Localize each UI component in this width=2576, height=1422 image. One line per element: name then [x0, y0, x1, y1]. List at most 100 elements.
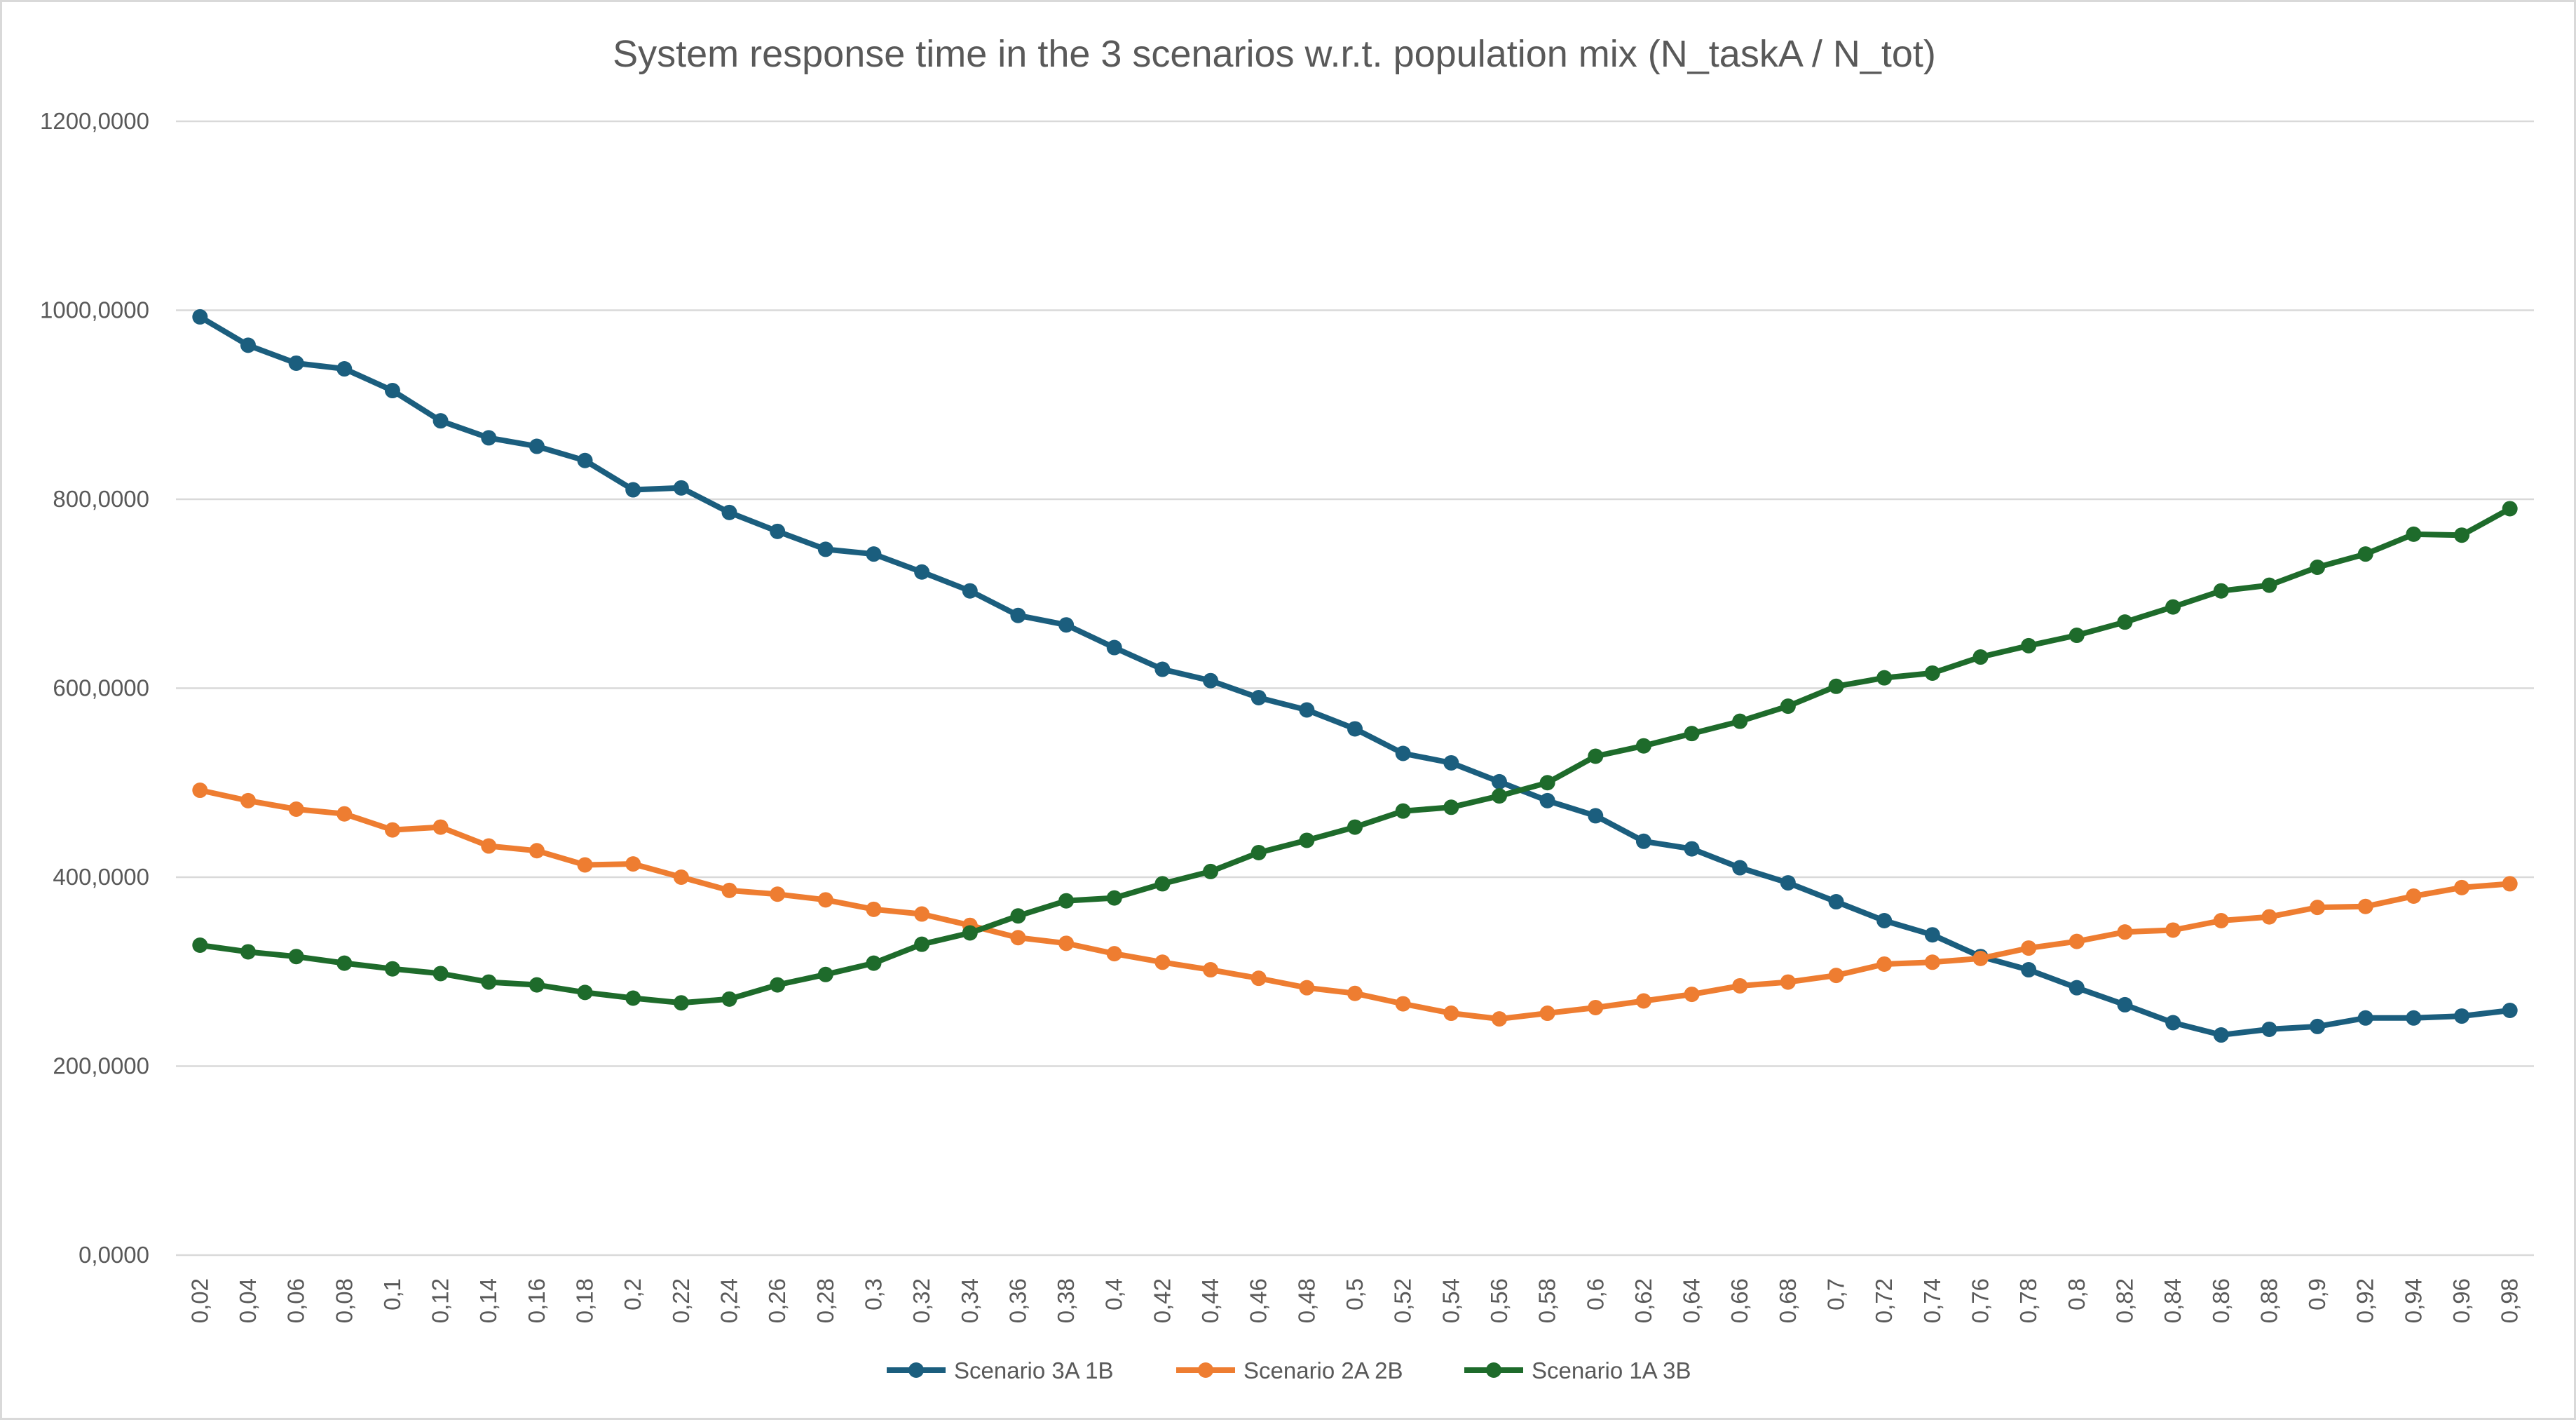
- x-tick-label: 0,92: [2352, 1278, 2378, 1323]
- data-point: [529, 843, 545, 859]
- data-point: [1058, 893, 1075, 909]
- x-tick-label: 0,4: [1101, 1278, 1127, 1311]
- series-3: [192, 501, 2518, 1011]
- data-point: [1058, 617, 1075, 633]
- data-point: [1588, 808, 1604, 824]
- data-point: [1539, 775, 1555, 791]
- data-point: [1491, 788, 1507, 804]
- data-point: [1250, 970, 1267, 987]
- data-point: [1010, 908, 1026, 924]
- data-point: [288, 949, 304, 965]
- x-tick-label: 0,66: [1726, 1278, 1752, 1323]
- data-point: [1588, 999, 1604, 1015]
- data-point: [529, 438, 545, 454]
- x-tick-label: 0,64: [1679, 1278, 1705, 1323]
- data-point: [962, 925, 978, 941]
- data-point: [432, 819, 449, 835]
- data-point: [962, 583, 978, 599]
- data-point: [1106, 639, 1122, 656]
- legend-swatch-marker: [908, 1362, 924, 1378]
- data-point: [529, 977, 545, 993]
- data-point: [1010, 607, 1026, 623]
- x-tick-label: 0,24: [716, 1278, 742, 1323]
- data-point: [2117, 924, 2133, 940]
- data-point: [2021, 962, 2037, 978]
- data-point: [1876, 956, 1893, 972]
- data-point: [2357, 546, 2373, 562]
- data-point: [2454, 527, 2470, 543]
- data-point: [1347, 985, 1363, 1001]
- x-tick-label: 0,7: [1823, 1278, 1849, 1311]
- data-point: [1924, 927, 1940, 943]
- data-point: [432, 966, 449, 982]
- data-point: [1106, 946, 1122, 962]
- data-point: [673, 480, 689, 496]
- data-point: [336, 361, 353, 377]
- data-point: [1250, 844, 1267, 860]
- data-point: [1539, 792, 1555, 808]
- data-point: [866, 955, 882, 971]
- data-point: [914, 564, 930, 580]
- data-point: [1154, 661, 1171, 677]
- x-tick-label: 0,46: [1246, 1278, 1272, 1323]
- data-point: [1203, 863, 1219, 879]
- data-point: [1780, 698, 1796, 715]
- data-point: [817, 892, 833, 908]
- legend-item: Scenario 1A 3B: [1464, 1357, 1691, 1383]
- x-tick-label: 0,12: [428, 1278, 454, 1323]
- x-tick-label: 0,72: [1871, 1278, 1897, 1323]
- data-point: [2261, 909, 2277, 925]
- data-point: [2021, 940, 2037, 956]
- x-tick-label: 0,9: [2304, 1278, 2330, 1311]
- data-point: [866, 546, 882, 562]
- gridlines: [176, 120, 2534, 1257]
- data-point: [673, 869, 689, 885]
- data-point: [384, 961, 400, 977]
- data-point: [2213, 912, 2229, 928]
- data-point: [2357, 1010, 2373, 1026]
- data-point: [2165, 922, 2181, 938]
- data-point: [1684, 726, 1700, 742]
- data-point: [2069, 933, 2085, 949]
- data-point: [2357, 898, 2373, 914]
- data-point: [770, 523, 786, 539]
- data-point: [1828, 678, 1844, 694]
- x-tick-label: 0,22: [668, 1278, 694, 1323]
- data-point: [1780, 875, 1796, 891]
- data-point: [625, 482, 641, 498]
- data-point: [192, 937, 208, 954]
- legend-item: Scenario 3A 1B: [887, 1357, 1114, 1383]
- data-point: [2310, 560, 2326, 576]
- y-tick-label: 400,0000: [53, 864, 149, 890]
- x-tick-label: 0,6: [1582, 1278, 1608, 1311]
- data-point: [577, 857, 593, 873]
- x-tick-label: 0,44: [1197, 1278, 1223, 1323]
- data-point: [2213, 1027, 2229, 1043]
- data-point: [1250, 689, 1267, 705]
- data-point: [1154, 876, 1171, 892]
- legend-swatch-marker: [1198, 1362, 1213, 1378]
- data-point: [2261, 1021, 2277, 1037]
- data-point: [1347, 819, 1363, 835]
- x-tick-label: 0,28: [812, 1278, 838, 1323]
- data-point: [2406, 1010, 2422, 1026]
- data-point: [1010, 930, 1026, 946]
- series-1: [192, 309, 2518, 1043]
- data-point: [336, 955, 353, 971]
- x-tick-label: 0,48: [1293, 1278, 1319, 1323]
- data-point: [1106, 890, 1122, 906]
- series-2: [192, 783, 2518, 1027]
- x-tick-label: 0,82: [2111, 1278, 2137, 1323]
- data-point: [2165, 1015, 2181, 1031]
- x-tick-label: 0,56: [1486, 1278, 1512, 1323]
- x-tick-label: 0,98: [2497, 1278, 2523, 1323]
- x-tick-label: 0,34: [957, 1278, 983, 1323]
- data-point: [1732, 860, 1748, 876]
- x-tick-label: 0,06: [283, 1278, 309, 1323]
- data-point: [1539, 1005, 1555, 1022]
- data-point: [914, 906, 930, 922]
- x-axis-tick-labels: 0,02 0,04 0,06 0,08 0,1 0,12 0,14 0,16 0,18 0,2 0,…: [186, 1278, 2522, 1323]
- x-tick-label: 0,84: [2160, 1278, 2186, 1323]
